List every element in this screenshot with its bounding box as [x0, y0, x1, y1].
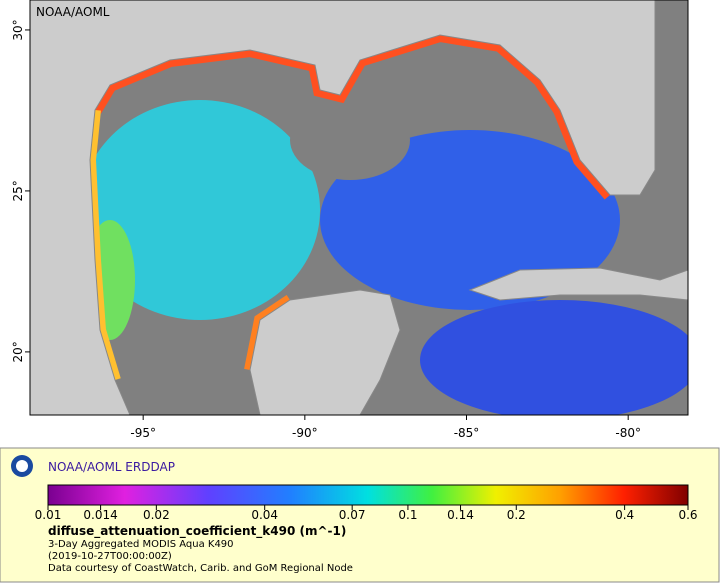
- logo: [16, 460, 28, 472]
- land: [249, 289, 401, 415]
- colorbar-tick-label: 0.1: [398, 508, 417, 522]
- data-patch: [320, 130, 620, 310]
- colorbar-tick-label: 0.014: [83, 508, 117, 522]
- map: [30, 0, 688, 415]
- colorbar-tick-label: 0.04: [251, 508, 278, 522]
- variable-name: diffuse_attenuation_coefficient_k490 (m^…: [48, 524, 346, 539]
- colorbar-tick-label: 0.14: [447, 508, 474, 522]
- legend-title: NOAA/AOML ERDDAP: [48, 460, 175, 474]
- colorbar-tick-label: 0.4: [615, 508, 634, 522]
- colorbar-tick-label: 0.02: [143, 508, 170, 522]
- legend-line: (2019-10-27T00:00:00Z): [48, 551, 172, 562]
- land: [468, 267, 688, 301]
- land: [30, 0, 656, 415]
- legend-line: Data courtesy of CoastWatch, Carib. and …: [48, 563, 353, 574]
- data-patch: [80, 100, 320, 320]
- data-patch: [420, 300, 688, 415]
- legend-line: 3-Day Aggregated MODIS Aqua K490: [48, 539, 234, 550]
- no-data: [290, 100, 410, 180]
- colorbar-tick-label: 0.2: [507, 508, 526, 522]
- x-tick-label: -95°: [130, 426, 156, 440]
- y-tick-label: 20°: [11, 341, 25, 362]
- y-tick-label: 30°: [11, 19, 25, 40]
- x-tick-label: -80°: [615, 426, 641, 440]
- colorbar-tick-label: 0.07: [339, 508, 366, 522]
- colorbar-tick-label: 0.01: [35, 508, 62, 522]
- y-tick-label: 25°: [11, 180, 25, 201]
- colorbar-tick-label: 0.6: [678, 508, 697, 522]
- legend-panel: [0, 447, 720, 583]
- x-tick-label: -85°: [454, 426, 480, 440]
- colorbar: [47, 484, 689, 506]
- x-tick-label: -90°: [292, 426, 318, 440]
- credit: NOAA/AOML: [36, 5, 110, 19]
- map-frame: [29, 0, 689, 416]
